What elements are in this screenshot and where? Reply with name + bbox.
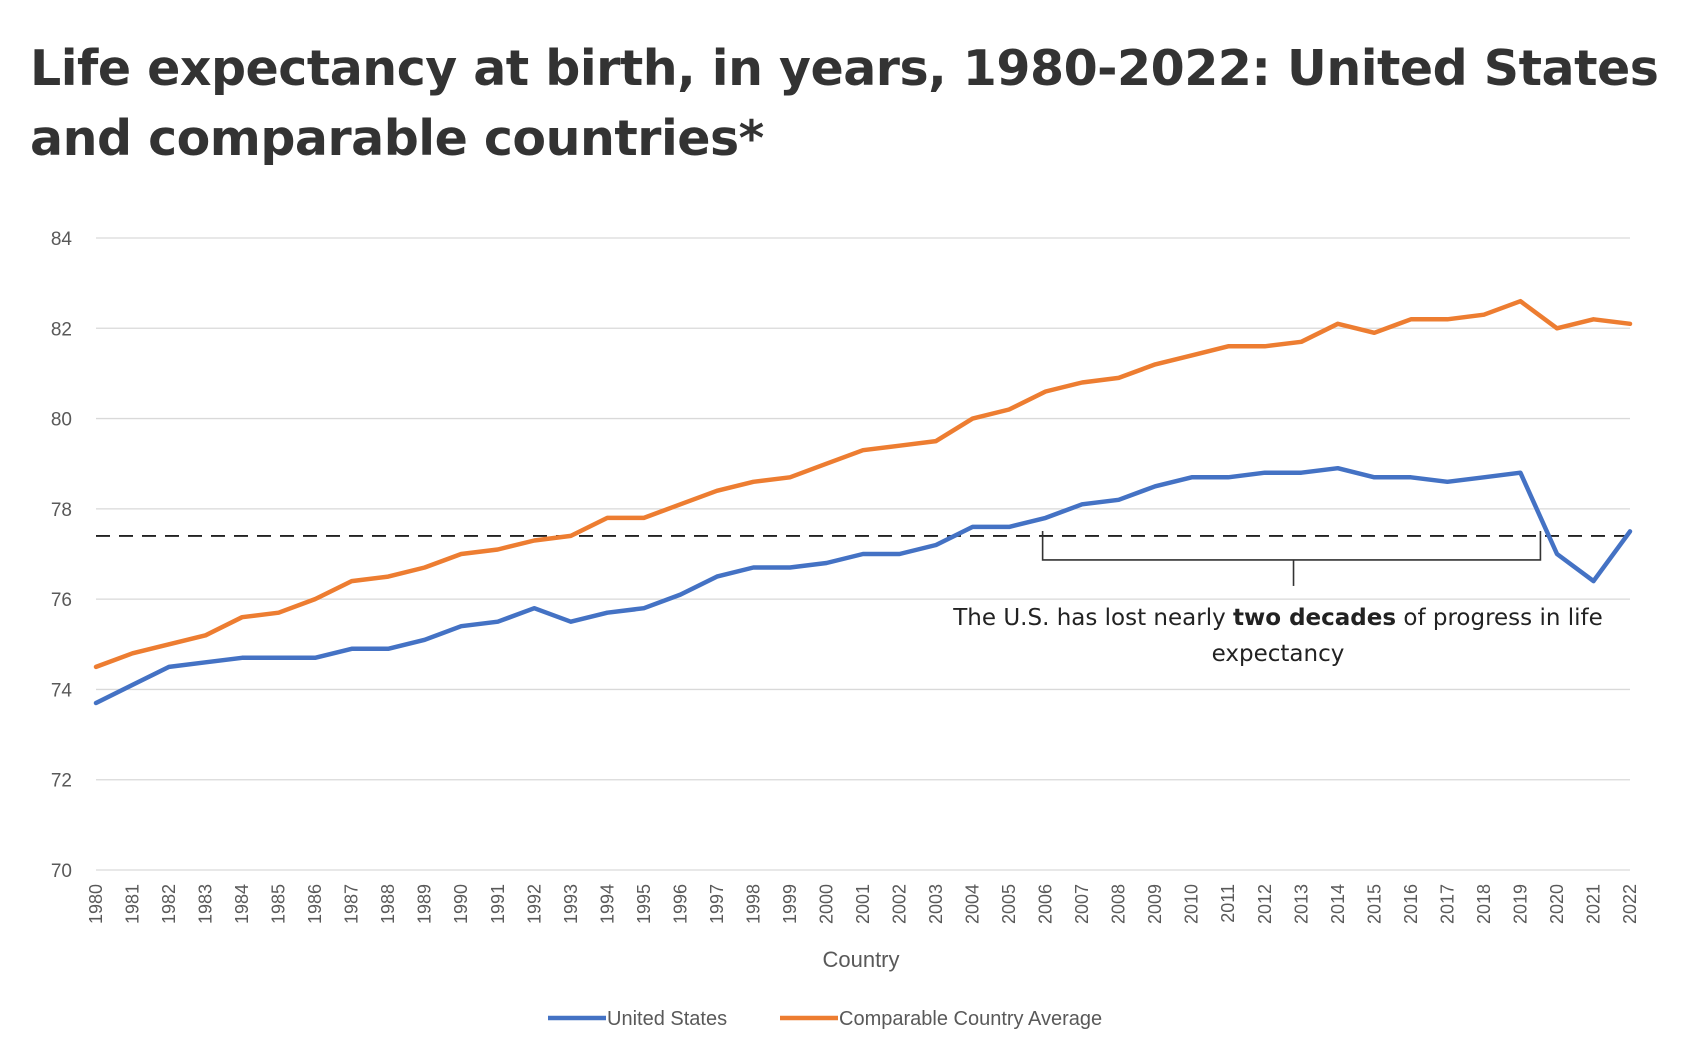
x-tick-label: 2010 xyxy=(1182,884,1202,924)
annotation-text-bold: two decades xyxy=(1233,605,1396,631)
x-tick-label: 1991 xyxy=(488,884,508,924)
y-tick-label: 80 xyxy=(51,410,72,431)
x-tick-label: 2022 xyxy=(1620,884,1640,924)
x-tick-label: 1995 xyxy=(634,884,654,924)
x-tick-label: 1982 xyxy=(159,884,179,924)
x-tick-label: 1998 xyxy=(743,884,763,924)
series-line-united-states xyxy=(93,465,1633,706)
x-tick-label: 1997 xyxy=(707,884,727,924)
y-tick-label: 72 xyxy=(51,771,72,792)
x-tick-label: 2019 xyxy=(1510,884,1530,924)
y-tick-label: 70 xyxy=(51,861,72,882)
x-tick-label: 2009 xyxy=(1145,884,1165,924)
x-tick-label: 1994 xyxy=(597,884,617,924)
x-tick-label: 1996 xyxy=(670,884,690,924)
x-tick-label: 2018 xyxy=(1474,884,1494,924)
x-tick-label: 1993 xyxy=(561,884,581,924)
gridlines xyxy=(96,237,1630,871)
x-tick-label: 1983 xyxy=(196,884,216,924)
x-tick-label: 2007 xyxy=(1072,884,1092,924)
series-line-comparable-country-average xyxy=(93,298,1633,670)
legend: United States Comparable Country Average xyxy=(548,1008,1102,1030)
x-tick-label: 1987 xyxy=(342,884,362,924)
x-axis-title: Country xyxy=(822,947,899,972)
x-tick-label: 2001 xyxy=(853,884,873,924)
series-lines xyxy=(93,298,1633,706)
x-tick-label: 2016 xyxy=(1401,884,1421,924)
legend-comparable-country-average-label: Comparable Country Average xyxy=(839,1008,1102,1030)
annotation-bracket xyxy=(1041,530,1542,586)
x-tick-label: 2012 xyxy=(1255,884,1275,924)
annotation-text-after: of progress in life xyxy=(1396,605,1603,631)
x-tick-label: 1999 xyxy=(780,884,800,924)
x-tick-label: 2011 xyxy=(1218,884,1238,923)
y-axis-ticks: 70 72 74 76 78 80 82 84 xyxy=(51,229,73,882)
x-tick-label: 2014 xyxy=(1328,884,1348,924)
annotation-text-before: The U.S. has lost nearly xyxy=(952,605,1233,631)
annotation-text-line1: The U.S. has lost nearly two decades of … xyxy=(952,605,1603,631)
x-tick-label: 1988 xyxy=(378,884,398,924)
legend-united-states-label: United States xyxy=(607,1008,727,1030)
x-tick-label: 1989 xyxy=(415,884,435,924)
x-tick-label: 2002 xyxy=(890,884,910,924)
x-tick-label: 2008 xyxy=(1109,884,1129,924)
x-tick-label: 2017 xyxy=(1437,884,1457,924)
x-tick-label: 1992 xyxy=(524,884,544,924)
x-tick-label: 1985 xyxy=(269,884,289,924)
y-tick-label: 82 xyxy=(51,319,72,340)
y-tick-label: 78 xyxy=(51,500,72,521)
x-tick-label: 2013 xyxy=(1291,884,1311,924)
y-tick-label: 84 xyxy=(51,229,73,250)
x-tick-label: 2004 xyxy=(963,884,983,924)
x-tick-label: 1990 xyxy=(451,884,471,924)
x-tick-label: 1986 xyxy=(305,884,325,924)
x-tick-label: 2003 xyxy=(926,884,946,924)
x-tick-label: 2000 xyxy=(816,884,836,924)
y-tick-label: 74 xyxy=(51,680,73,701)
bracket-shape xyxy=(1041,530,1542,561)
x-tick-label: 1984 xyxy=(232,884,252,924)
chart-title: Life expectancy at birth, in years, 1980… xyxy=(30,40,1659,167)
x-axis-ticks: 1980 1981 1982 1983 1984 1985 1986 1987 1988 1989… xyxy=(86,884,1640,924)
x-tick-label: 2005 xyxy=(999,884,1019,924)
x-tick-label: 2006 xyxy=(1036,884,1056,924)
y-tick-label: 76 xyxy=(51,590,72,611)
x-tick-label: 2021 xyxy=(1583,884,1603,924)
annotation-text-line2: expectancy xyxy=(1212,641,1345,667)
x-tick-label: 2020 xyxy=(1547,884,1567,924)
x-tick-label: 1980 xyxy=(86,884,106,924)
x-tick-label: 2015 xyxy=(1364,884,1384,924)
x-tick-label: 1981 xyxy=(123,884,143,924)
